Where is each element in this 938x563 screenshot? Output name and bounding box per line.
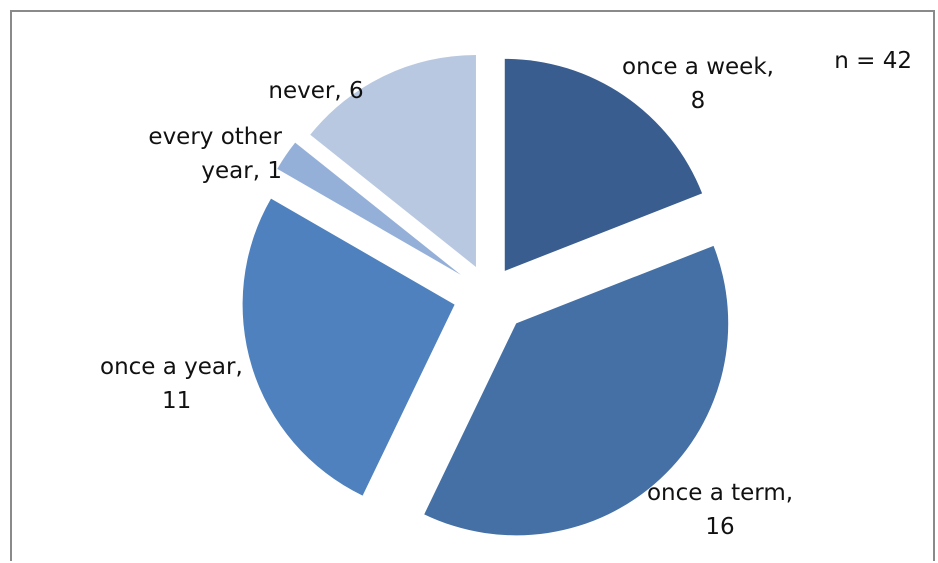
label-every-other-year: every other — [148, 124, 282, 150]
label-once-a-week: once a week, — [622, 54, 774, 80]
value-once-a-term: 16 — [705, 514, 734, 540]
chart-frame: once a week, 8 once a term, 16 once a ye… — [10, 10, 935, 561]
value-once-a-week: 8 — [691, 88, 706, 114]
pie-chart: once a week, 8 once a term, 16 once a ye… — [100, 48, 912, 540]
value-once-a-year: 11 — [162, 388, 191, 414]
slice-once-a-year — [242, 198, 455, 496]
label-every-other-year-line2: year, 1 — [201, 158, 282, 184]
slice-once-a-week — [504, 58, 703, 271]
label-never: never, 6 — [268, 78, 363, 104]
slice-every-other-year — [277, 142, 461, 275]
slice-once-a-term — [424, 245, 729, 536]
label-once-a-year: once a year, — [100, 354, 243, 380]
sample-size-annotation: n = 42 — [834, 48, 912, 74]
slice-never — [310, 54, 476, 267]
label-once-a-term: once a term, — [647, 480, 793, 506]
